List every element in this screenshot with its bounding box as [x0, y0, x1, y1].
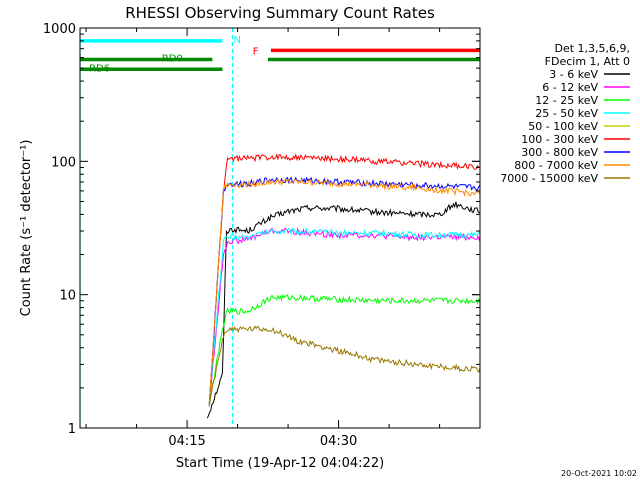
- y-tick-label: 10: [59, 289, 76, 304]
- y-tick-label: 1000: [43, 22, 76, 37]
- legend-entry-label: 800 - 7000 keV: [514, 159, 598, 172]
- plot-frame: [79, 27, 481, 429]
- series-line-2: [208, 227, 480, 406]
- flag-label-rd6: RD6: [89, 63, 110, 74]
- legend-entry-label: 12 - 25 keV: [535, 94, 598, 107]
- footer-timestamp: 20-Oct-2021 10:02: [561, 469, 637, 478]
- legend-header-line: FDecim 1, Att 0: [545, 55, 630, 68]
- series-line-7: [208, 176, 480, 404]
- flag-label-f: F: [253, 46, 259, 57]
- legend-entry-label: 100 - 300 keV: [521, 133, 598, 146]
- flag-label-rd0: RD0: [162, 54, 183, 65]
- y-axis-label: Count Rate (s⁻¹ detector⁻¹): [19, 140, 34, 317]
- legend-header-line: Det 1,3,5,6,9,: [554, 42, 630, 55]
- legend-entry-label: 300 - 800 keV: [521, 146, 598, 159]
- series-line-4: [208, 227, 480, 408]
- series-line-1: [206, 201, 480, 419]
- legend-entry-label: 7000 - 15000 keV: [500, 172, 598, 185]
- y-tick-label: 100: [51, 155, 76, 170]
- legend-entry-label: 25 - 50 keV: [535, 107, 598, 120]
- legend-entry-label: 50 - 100 keV: [528, 120, 598, 133]
- series-line-8: [208, 177, 480, 405]
- legend: Det 1,3,5,6,9,FDecim 1, Att 03 - 6 keV6 …: [500, 42, 630, 185]
- x-tick-label: 04:30: [320, 434, 357, 449]
- legend-entry-label: 6 - 12 keV: [542, 81, 598, 94]
- legend-entry-label: 3 - 6 keV: [549, 68, 598, 81]
- series-line-3: [208, 293, 480, 407]
- series-line-9: [208, 325, 480, 406]
- flag-label-n: N: [234, 35, 241, 46]
- y-tick-label: 1: [68, 422, 76, 437]
- series-line-6: [208, 153, 480, 404]
- plot-area: N F RD0 RD6 1 10 100 1000 04:15 04:30: [43, 22, 481, 449]
- x-axis-label: Start Time (19-Apr-12 04:04:22): [176, 456, 384, 471]
- x-tick-label: 04:15: [168, 434, 205, 449]
- chart-title: RHESSI Observing Summary Count Rates: [125, 4, 435, 22]
